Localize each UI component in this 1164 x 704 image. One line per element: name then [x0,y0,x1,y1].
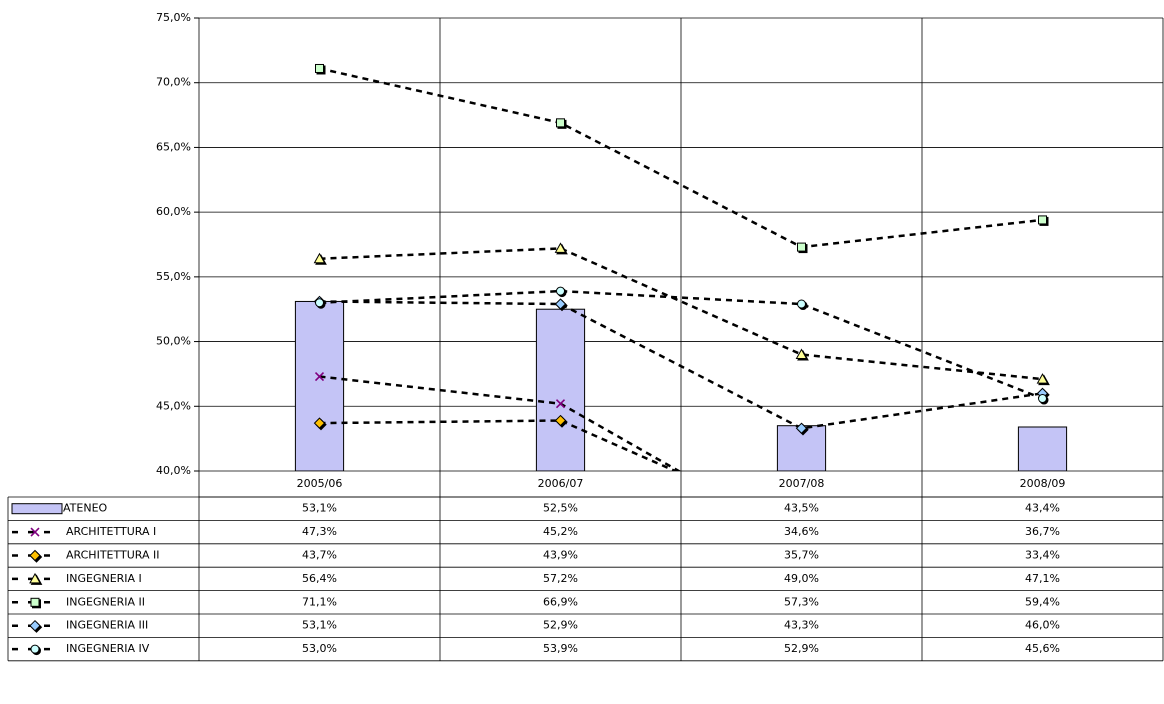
legend-label: INGEGNERIA II [66,595,145,608]
marker [29,549,41,562]
table-cell: 57,3% [784,595,819,608]
marker [30,527,40,537]
table-cell: 46,0% [1025,619,1060,632]
table-cell: 43,5% [784,502,819,515]
marker [795,348,808,360]
legend-label: ARCHITETTURA II [66,549,160,562]
table-cell: 35,7% [784,549,819,562]
table-cell: 43,9% [543,549,578,562]
y-tick-label: 75,0% [156,11,191,24]
marker [555,399,566,409]
legend-label: INGEGNERIA I [66,572,142,585]
bar [1017,426,1068,471]
table-cell: 43,3% [784,619,819,632]
y-tick-label: 40,0% [156,464,191,477]
table-cell: 45,2% [543,525,578,538]
y-tick-label: 45,0% [156,399,191,412]
table-cell: 71,1% [302,595,337,608]
table-cell: 52,9% [543,619,578,632]
bar [294,300,345,471]
table-cell: 53,1% [302,619,337,632]
marker [556,118,565,128]
table-cell: 45,6% [1025,642,1060,655]
y-tick-label: 70,0% [156,76,191,89]
bar [535,308,586,471]
marker [30,597,40,607]
legend-swatch [11,503,63,515]
line [319,67,1043,249]
table-cell: 33,4% [1025,549,1060,562]
table-cell: 57,2% [543,572,578,585]
table-cell: 43,4% [1025,502,1060,515]
marker [795,422,808,434]
marker [30,644,40,654]
table-cell: 59,4% [1025,595,1060,608]
marker [1038,394,1047,404]
marker [554,298,567,310]
y-tick-label: 65,0% [156,140,191,153]
table-cell: 34,6% [784,525,819,538]
table-cell: 43,7% [302,549,337,562]
table-cell: 36,7% [1025,525,1060,538]
marker [315,298,324,308]
y-tick-label: 55,0% [156,270,191,283]
table-cell: 47,3% [302,525,337,538]
marker [29,572,41,584]
line [319,375,682,471]
marker [29,619,41,632]
marker [1036,373,1049,384]
marker [797,299,806,309]
legend-label: INGEGNERIA IV [66,642,150,655]
table-cell: 53,0% [302,642,337,655]
table-cell: 47,1% [1025,572,1060,585]
y-tick-label: 60,0% [156,205,191,218]
table-cell: 53,1% [302,502,337,515]
x-tick-label: 2007/08 [779,477,825,490]
legend-label: ARCHITETTURA I [66,525,156,538]
marker [315,63,324,73]
marker [314,371,325,382]
marker [554,414,567,427]
table-cell: 56,4% [302,572,337,585]
line [319,300,1043,430]
legend-label: ATENEO [63,502,108,515]
x-tick-label: 2008/09 [1020,477,1066,490]
marker [556,286,565,296]
table-cell: 49,0% [784,572,819,585]
marker [1038,215,1047,225]
marker [313,252,326,264]
y-tick-label: 50,0% [156,335,191,348]
x-tick-label: 2006/07 [538,477,584,490]
plot-area [294,63,1068,471]
table-cell: 52,5% [543,502,578,515]
marker [797,242,806,252]
legend-label: INGEGNERIA III [66,619,148,632]
x-tick-label: 2005/06 [297,477,343,490]
table-cell: 53,9% [543,642,578,655]
table-cell: 52,9% [784,642,819,655]
marker [554,242,567,253]
marker [313,417,326,429]
table-cell: 66,9% [543,595,578,608]
